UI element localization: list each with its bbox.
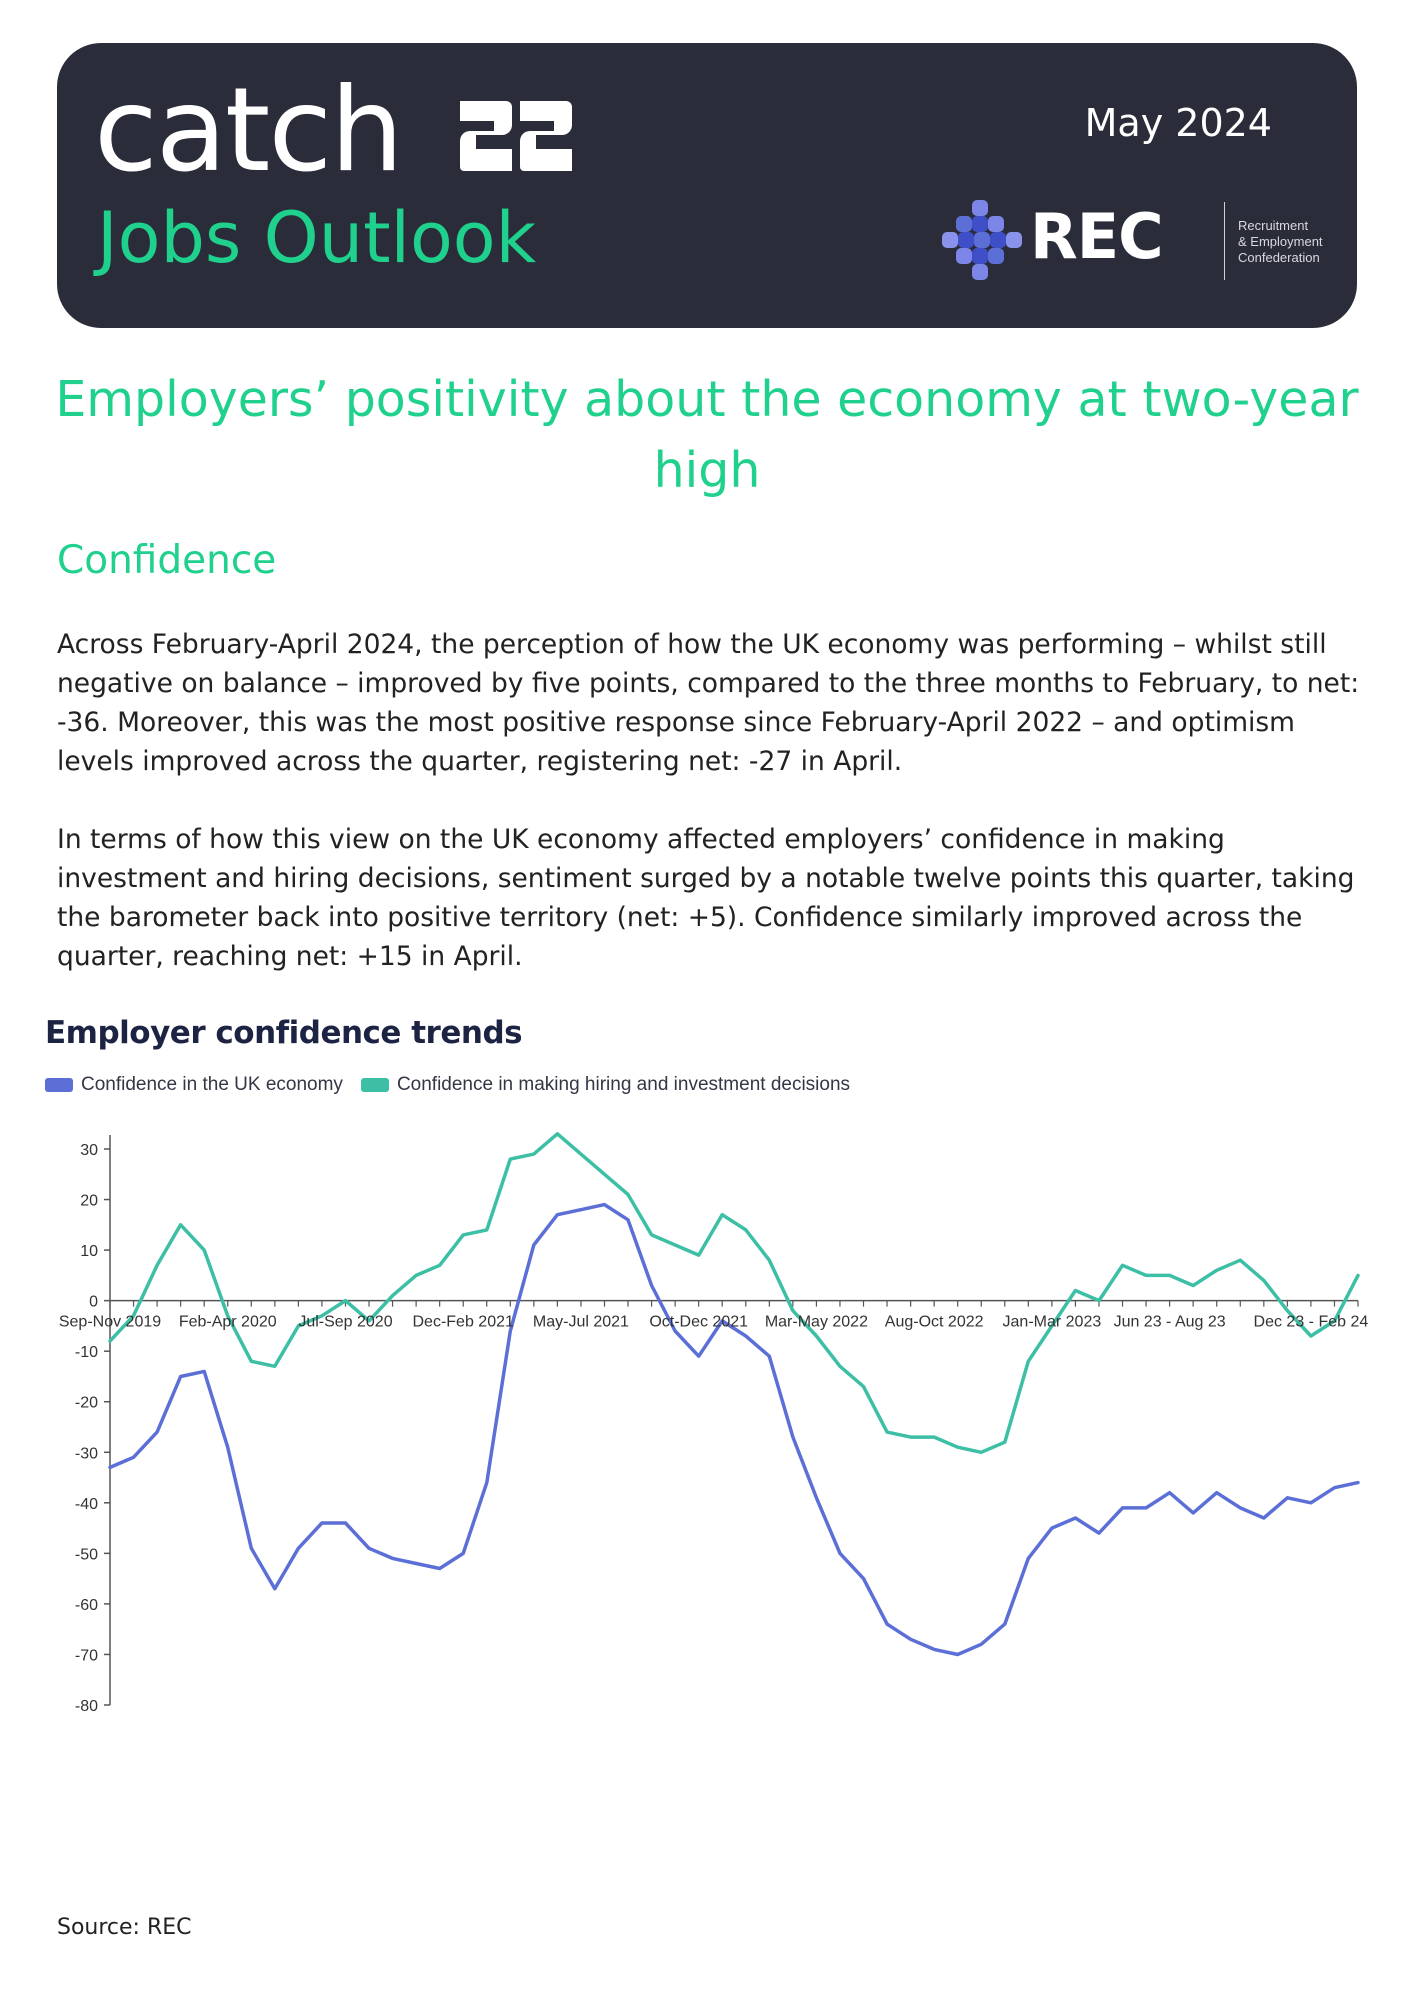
x-tick-label: Oct-Dec 2021 [649,1314,748,1331]
series-line-economy [108,1202,1360,1657]
header-banner: catch Jobs Outlook May 2024 REC Recruitm… [57,43,1357,328]
rec-logo-text: REC [1030,200,1164,273]
legend-swatch-hiring [360,1078,389,1092]
x-tick-label: Jun 23 - Aug 23 [1114,1314,1226,1331]
legend-swatch-economy [45,1078,73,1092]
x-tick-label: Mar-May 2022 [765,1314,868,1331]
legend-label-economy: Confidence in the UK economy [81,1074,343,1095]
y-tick-label: -30 [75,1445,98,1462]
y-tick-label: -70 [75,1647,98,1664]
x-tick-label: May-Jul 2021 [533,1314,629,1331]
x-tick-label: Dec 23 - Feb 24 [1254,1314,1369,1331]
rec-logo-icon [942,200,1022,280]
y-tick-label: -20 [75,1395,98,1412]
source-note: Source: REC [57,1915,192,1940]
x-tick-label: Dec-Feb 2021 [413,1314,514,1331]
y-tick-label: 30 [80,1142,98,1159]
rec-full-name: Recruitment & Employment Confederation [1238,218,1323,265]
paragraph-hiring: In terms of how this view on the UK econ… [57,824,1355,972]
section-title: Confidence [57,538,277,583]
catch22-logo-text: catch [94,63,404,198]
legend-item-economy: Confidence in the UK economy [45,1074,343,1096]
y-tick-label: 0 [89,1294,98,1311]
chart-legend: Confidence in the UK economy Confidence … [45,1072,850,1098]
legend-label-hiring: Confidence in making hiring and investme… [396,1074,851,1095]
y-tick-label: -80 [75,1698,98,1715]
paragraph-economy: Across February-April 2024, the percepti… [57,629,1360,777]
catch22-logo-mark [460,101,572,171]
legend-item-hiring: Confidence in making hiring and investme… [360,1074,851,1096]
x-tick-label: Aug-Oct 2022 [885,1314,984,1331]
y-tick-label: -50 [75,1546,98,1563]
y-tick-label: -40 [75,1496,98,1513]
jobs-outlook-title: Jobs Outlook [97,197,537,279]
y-tick-label: 20 [80,1193,98,1210]
chart-title: Employer confidence trends [45,1015,523,1051]
series-line-hiring [108,1132,1360,1455]
x-tick-label: Jan-Mar 2023 [1003,1314,1102,1331]
y-tick-label: -10 [75,1344,98,1361]
rec-logo: REC Recruitment & Employment Confederati… [942,198,1323,288]
rec-logo-divider [1224,202,1225,280]
x-tick-label: Feb-Apr 2020 [179,1314,277,1331]
headline: Employers’ positivity about the economy … [55,371,1359,499]
x-tick-label: Jul-Sep 2020 [298,1314,392,1331]
issue-date: May 2024 [1084,101,1272,145]
y-tick-label: 10 [80,1243,98,1260]
x-tick-label: Sep-Nov 2019 [59,1314,161,1331]
line-chart: 30 20 10 0 -10 -20 -30 -40 -50 -60 -70 -80 Sep-Nov 2… [59,1132,1369,1715]
y-tick-label: -60 [75,1597,98,1614]
